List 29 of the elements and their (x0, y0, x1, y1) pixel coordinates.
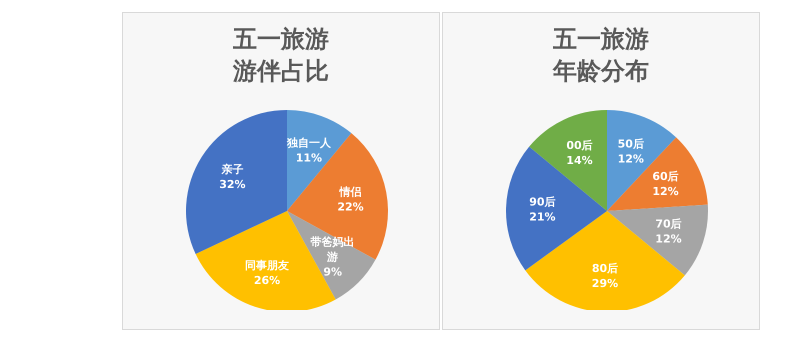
data-label: 12% (655, 232, 682, 245)
pie-slice (525, 211, 685, 310)
chart-title: 五一旅游游伴占比 (232, 24, 330, 87)
data-label: 26% (254, 273, 280, 286)
slice-label: 独自一人 (286, 136, 332, 150)
slice-label: 同事朋友 (245, 258, 290, 272)
slice-label: 亲子 (220, 162, 244, 176)
data-label: 12% (652, 184, 679, 198)
slice-label: 70后 (655, 216, 682, 230)
slice-label: 60后 (652, 169, 679, 182)
data-label: 14% (566, 154, 593, 167)
data-label: 9% (323, 265, 342, 278)
slice-label: 90后 (529, 194, 556, 208)
data-label: 12% (618, 152, 644, 165)
chart-title: 五一旅游年龄分布 (552, 24, 650, 87)
slice-label: 情侣 (338, 184, 362, 198)
slice-label: 80后 (592, 262, 618, 275)
data-label: 32% (219, 177, 246, 190)
data-label: 21% (529, 210, 556, 223)
pie-slice (607, 204, 708, 276)
data-label: 29% (592, 276, 618, 290)
pie-slice (529, 110, 607, 211)
slice-label: 00后 (566, 138, 593, 152)
slice-label: 50后 (618, 136, 644, 150)
pie-slice (607, 110, 676, 211)
pie-slice (607, 137, 708, 211)
data-label: 22% (337, 200, 364, 213)
data-label: 11% (296, 151, 322, 164)
slice-label: 带爸妈出游 (310, 235, 355, 264)
